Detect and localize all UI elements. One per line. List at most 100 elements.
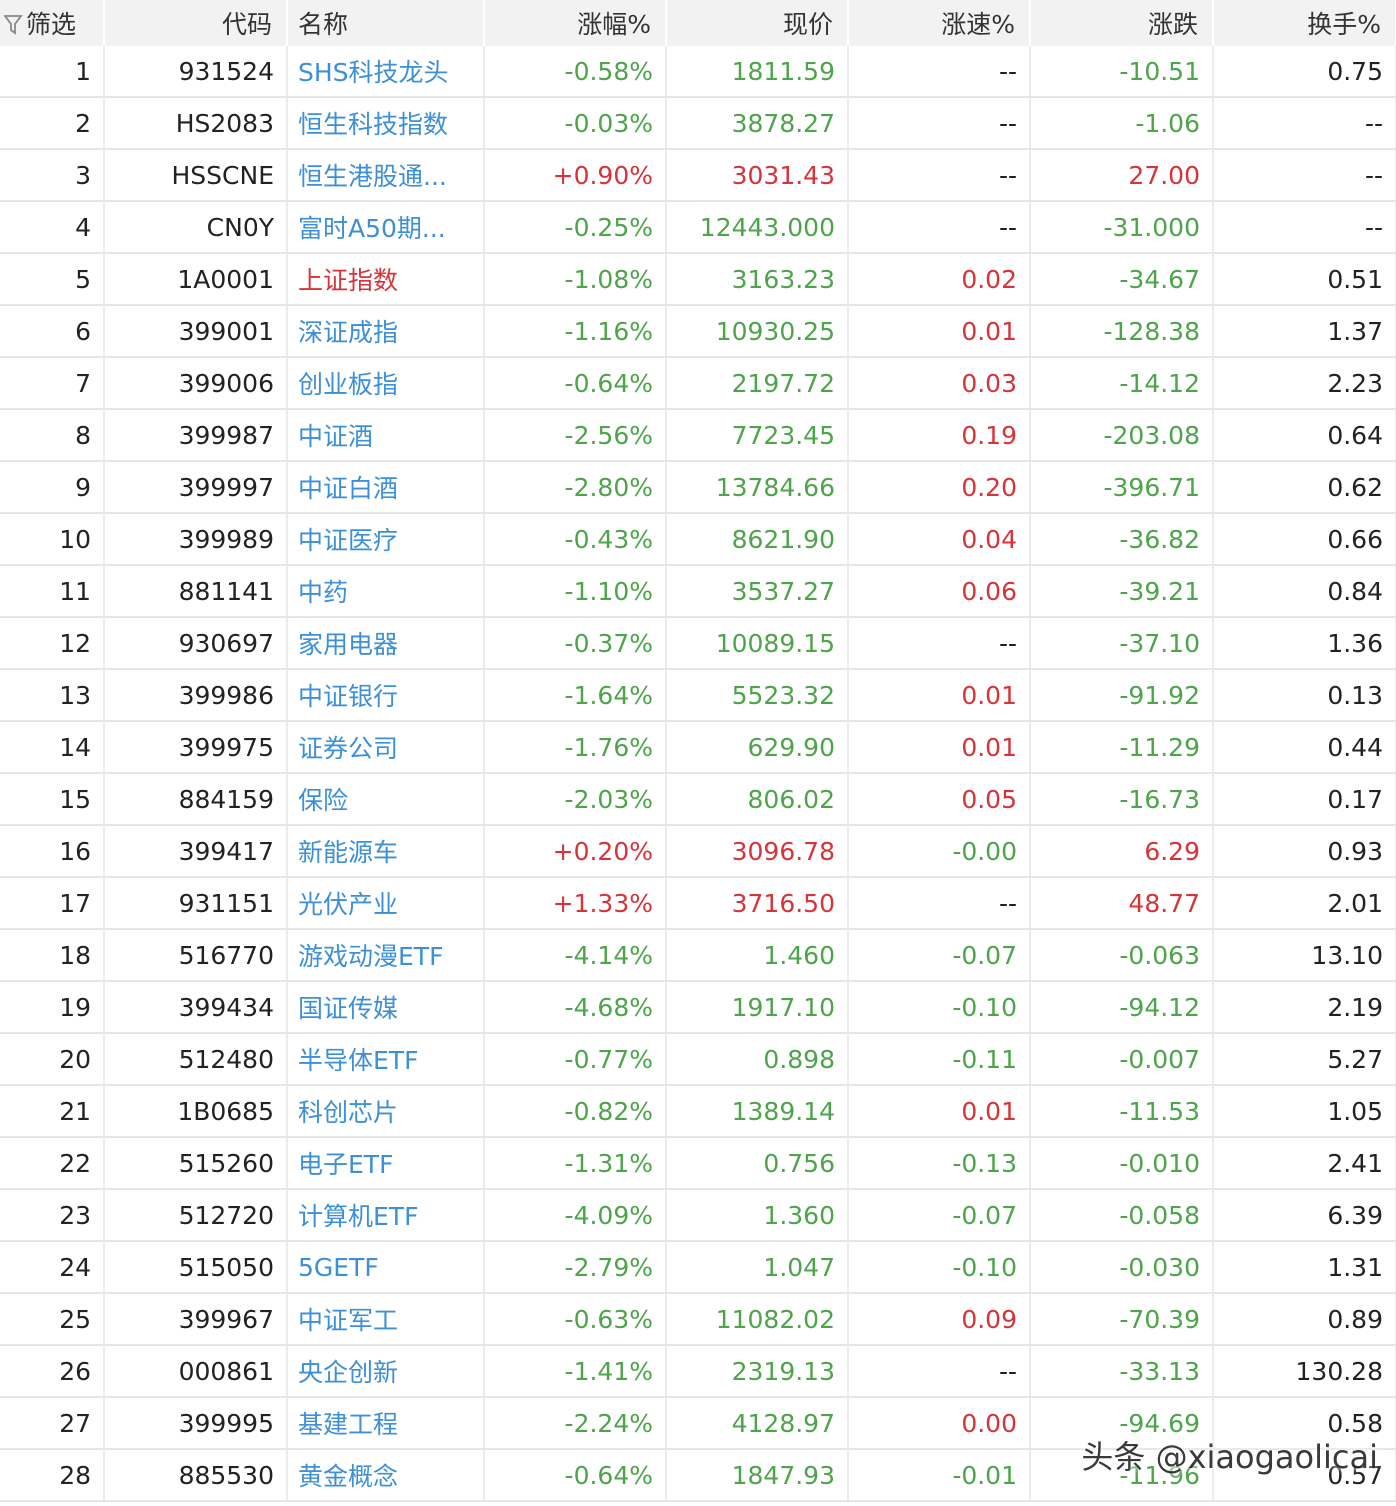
table-row[interactable]: 25 399967 中证军工 -0.63% 11082.02 0.09 -70.39 0.89 [0,1293,1396,1346]
table-row[interactable]: 14 399975 证券公司 -1.76% 629.90 0.01 -11.29 0.44 [0,721,1396,774]
column-header-price[interactable]: 现价 [666,0,849,46]
column-header-change-pct[interactable]: 涨幅% [484,0,667,46]
security-name[interactable]: 保险 [287,773,485,826]
table-row[interactable]: 17 931151 光伏产业 +1.33% 3716.50 -- 48.77 2.01 [0,877,1396,930]
table-row[interactable]: 10 399989 中证医疗 -0.43% 8621.90 0.04 -36.82 0.66 [0,513,1396,566]
price: 3163.23 [666,253,849,306]
security-name[interactable]: 计算机ETF [287,1189,485,1242]
speed-pct: 0.03 [848,357,1031,410]
column-header-code[interactable]: 代码 [104,0,288,46]
security-name[interactable]: 中证军工 [287,1293,485,1346]
price: 806.02 [666,773,849,826]
price: 629.90 [666,721,849,774]
security-name[interactable]: SHS科技龙头 [287,46,485,98]
table-row[interactable]: 26 000861 央企创新 -1.41% 2319.13 -- -33.13 130.28 [0,1345,1396,1398]
column-header-name[interactable]: 名称 [287,0,485,46]
security-name[interactable]: 中证医疗 [287,513,485,566]
turnover-pct: 2.41 [1213,1137,1396,1190]
security-name[interactable]: 中药 [287,565,485,618]
security-name[interactable]: 富时A50期... [287,201,485,254]
table-row[interactable]: 4 CN0Y 富时A50期... -0.25% 12443.000 -- -31.000 -- [0,201,1396,254]
table-row[interactable]: 16 399417 新能源车 +0.20% 3096.78 -0.00 6.29 0.93 [0,825,1396,878]
column-header-change[interactable]: 涨跌 [1030,0,1214,46]
security-name[interactable]: 5GETF [287,1241,485,1294]
security-name[interactable]: 中证白酒 [287,461,485,514]
table-row[interactable]: 8 399987 中证酒 -2.56% 7723.45 0.19 -203.08 0.64 [0,409,1396,462]
column-header-speed-pct[interactable]: 涨速% [848,0,1031,46]
security-code: HS2083 [104,97,288,150]
table-row[interactable]: 2 HS2083 恒生科技指数 -0.03% 3878.27 -- -1.06 -- [0,97,1396,150]
row-index: 9 [0,461,105,514]
table-row[interactable]: 1 931524 SHS科技龙头 -0.58% 1811.59 -- -10.51 0.75 [0,46,1396,98]
security-name[interactable]: 证券公司 [287,721,485,774]
security-name[interactable]: 上证指数 [287,253,485,306]
row-index: 16 [0,825,105,878]
change-pct: -0.37% [484,617,667,670]
security-name[interactable]: 深证成指 [287,305,485,358]
security-name[interactable]: 恒生科技指数 [287,97,485,150]
table-row[interactable]: 7 399006 创业板指 -0.64% 2197.72 0.03 -14.12 2.23 [0,357,1396,410]
table-row[interactable]: 19 399434 国证传媒 -4.68% 1917.10 -0.10 -94.12 2.19 [0,981,1396,1034]
table-row[interactable]: 13 399986 中证银行 -1.64% 5523.32 0.01 -91.92 0.13 [0,669,1396,722]
change-pct: -0.64% [484,357,667,410]
speed-pct: -- [848,1345,1031,1398]
security-name[interactable]: 中证酒 [287,409,485,462]
security-code: 399001 [104,305,288,358]
table-row[interactable]: 3 HSSCNE 恒生港股通... +0.90% 3031.43 -- 27.00 -- [0,149,1396,202]
security-name[interactable]: 家用电器 [287,617,485,670]
row-index: 20 [0,1033,105,1086]
row-index: 21 [0,1085,105,1138]
security-name[interactable]: 基建工程 [287,1397,485,1450]
table-row[interactable]: 6 399001 深证成指 -1.16% 10930.25 0.01 -128.38 1.37 [0,305,1396,358]
security-name[interactable]: 游戏动漫ETF [287,929,485,982]
security-name[interactable]: 科创芯片 [287,1085,485,1138]
table-row[interactable]: 11 881141 中药 -1.10% 3537.27 0.06 -39.21 0.84 [0,565,1396,618]
security-code: 931151 [104,877,288,930]
turnover-pct: 5.27 [1213,1033,1396,1086]
price: 3537.27 [666,565,849,618]
change-pct: -0.63% [484,1293,667,1346]
change: -0.063 [1030,929,1214,982]
security-name[interactable]: 恒生港股通... [287,149,485,202]
change: -0.058 [1030,1189,1214,1242]
security-name[interactable]: 光伏产业 [287,877,485,930]
change-pct: -4.68% [484,981,667,1034]
filter-icon[interactable] [4,14,24,36]
change-pct: +0.20% [484,825,667,878]
turnover-pct: 0.66 [1213,513,1396,566]
table-row[interactable]: 18 516770 游戏动漫ETF -4.14% 1.460 -0.07 -0.063 13.… [0,929,1396,982]
table-row[interactable]: 20 512480 半导体ETF -0.77% 0.898 -0.11 -0.007 5.27 [0,1033,1396,1086]
change: -36.82 [1030,513,1214,566]
security-name[interactable]: 创业板指 [287,357,485,410]
security-name[interactable]: 黄金概念 [287,1449,485,1502]
change: -11.29 [1030,721,1214,774]
price: 10089.15 [666,617,849,670]
filter-header[interactable]: 筛选 [0,0,105,46]
price: 3878.27 [666,97,849,150]
security-name[interactable]: 电子ETF [287,1137,485,1190]
table-row[interactable]: 22 515260 电子ETF -1.31% 0.756 -0.13 -0.010 2.41 [0,1137,1396,1190]
security-code: 399006 [104,357,288,410]
security-code: 399434 [104,981,288,1034]
table-row[interactable]: 9 399997 中证白酒 -2.80% 13784.66 0.20 -396.71 0.62 [0,461,1396,514]
table-row[interactable]: 12 930697 家用电器 -0.37% 10089.15 -- -37.10 1.36 [0,617,1396,670]
table-row[interactable]: 5 1A0001 上证指数 -1.08% 3163.23 0.02 -34.67 0.51 [0,253,1396,306]
speed-pct: 0.00 [848,1397,1031,1450]
table-row[interactable]: 15 884159 保险 -2.03% 806.02 0.05 -16.73 0.17 [0,773,1396,826]
table-row[interactable]: 21 1B0685 科创芯片 -0.82% 1389.14 0.01 -11.53 1.05 [0,1085,1396,1138]
change: -1.06 [1030,97,1214,150]
row-index: 5 [0,253,105,306]
security-name[interactable]: 央企创新 [287,1345,485,1398]
column-header-turnover-pct[interactable]: 换手% [1213,0,1396,46]
table-row[interactable]: 28 885530 黄金概念 -0.64% 1847.93 -0.01 -11.96 0.57 [0,1449,1396,1502]
security-name[interactable]: 半导体ETF [287,1033,485,1086]
table-row[interactable]: 24 515050 5GETF -2.79% 1.047 -0.10 -0.030 1.31 [0,1241,1396,1294]
security-name[interactable]: 国证传媒 [287,981,485,1034]
table-row[interactable]: 23 512720 计算机ETF -4.09% 1.360 -0.07 -0.058 6.39 [0,1189,1396,1242]
turnover-pct: 2.19 [1213,981,1396,1034]
security-name[interactable]: 新能源车 [287,825,485,878]
price: 10930.25 [666,305,849,358]
security-name[interactable]: 中证银行 [287,669,485,722]
table-row[interactable]: 27 399995 基建工程 -2.24% 4128.97 0.00 -94.69 0.58 [0,1397,1396,1450]
row-index: 18 [0,929,105,982]
